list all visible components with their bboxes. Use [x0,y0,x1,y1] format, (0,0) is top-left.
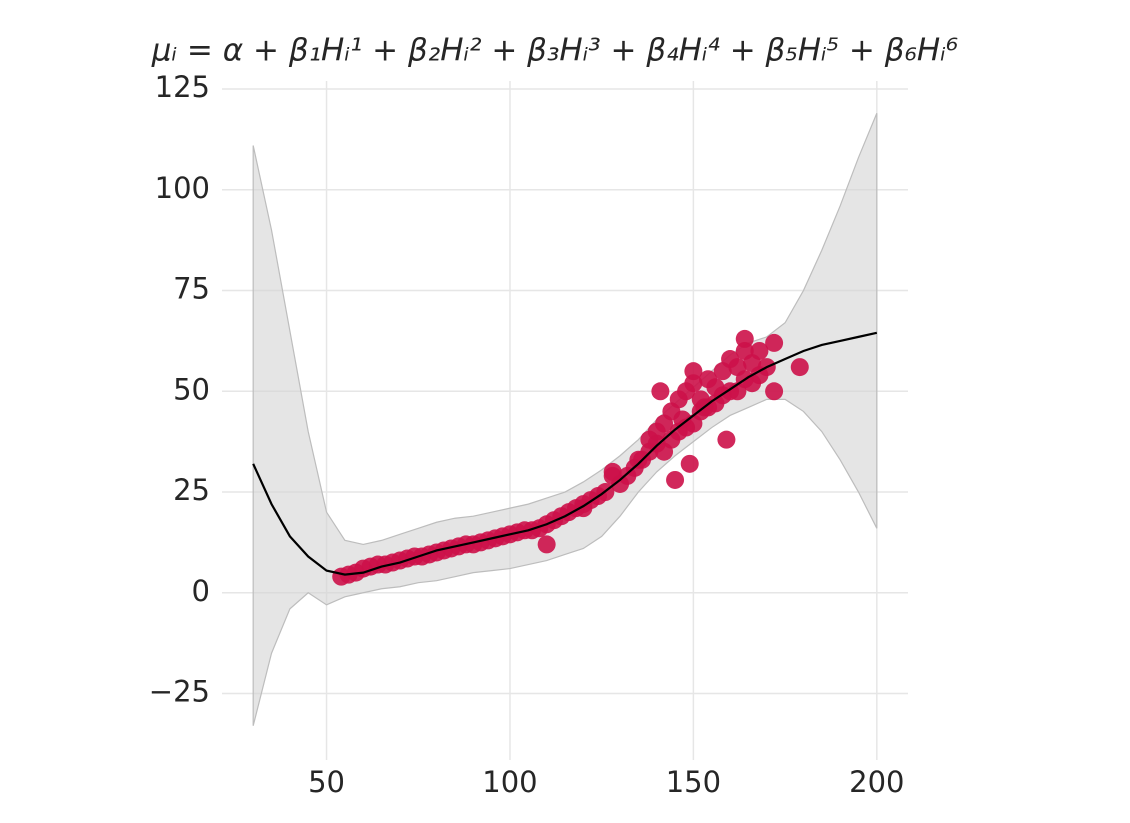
data-point [537,535,556,554]
y-tick-label: 25 [173,473,210,507]
data-point [629,450,648,469]
data-point [717,430,736,449]
data-point [684,362,703,381]
data-point [680,454,699,473]
x-tick-label: 50 [308,765,345,799]
data-point [651,382,670,401]
y-tick-label: 75 [173,272,210,306]
x-tick-label: 100 [482,765,537,799]
x-tick-label: 200 [849,765,904,799]
data-point [750,341,769,360]
y-tick-label: 0 [192,574,210,608]
y-tick-label: −25 [149,675,210,709]
y-tick-label: 50 [173,372,210,406]
hdi-band [252,113,878,726]
data-point [790,358,809,377]
y-tick-label: 100 [155,171,210,205]
data-point [735,329,754,348]
data-point [666,470,685,489]
x-tick-label: 150 [666,765,721,799]
mean-line [252,331,878,576]
chart-title: μᵢ = α + β₁Hᵢ¹ + β₂Hᵢ² + β₃Hᵢ³ + β₄Hᵢ⁴ +… [151,33,958,69]
data-point [765,333,784,352]
data-point [603,462,622,481]
data-point [673,410,692,429]
data-point [640,430,659,449]
data-point [765,382,784,401]
y-tick-label: 125 [155,70,210,104]
